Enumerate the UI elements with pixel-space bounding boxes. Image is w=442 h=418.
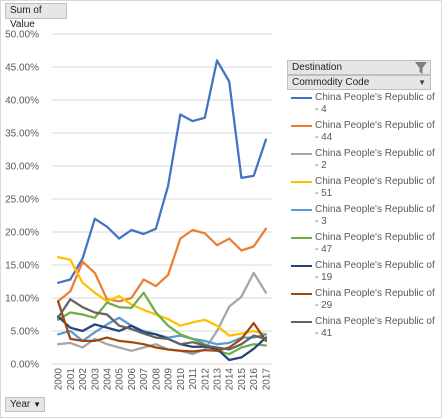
legend-line-swatch bbox=[291, 293, 312, 295]
x-tick-label: 2013 bbox=[213, 368, 224, 391]
legend-item[interactable]: China People's Republic of - 47 bbox=[289, 232, 439, 260]
legend-item-label: China People's Republic of - 19 bbox=[315, 260, 435, 283]
legend-line-swatch bbox=[291, 125, 312, 127]
y-tick-label: 30.00% bbox=[5, 162, 39, 173]
legend-line-swatch bbox=[291, 153, 312, 155]
y-tick-label: 0.00% bbox=[11, 360, 39, 371]
legend-item[interactable]: China People's Republic of - 44 bbox=[289, 120, 439, 148]
x-tick-label: 2005 bbox=[115, 368, 126, 391]
dropdown-arrow-icon[interactable]: ▼ bbox=[33, 400, 41, 409]
x-tick-label: 2004 bbox=[103, 368, 114, 391]
legend-line-swatch bbox=[291, 237, 312, 239]
commodity-code-field-label: Commodity Code bbox=[292, 77, 370, 88]
series-line-6 bbox=[56, 315, 268, 362]
y-tick-label: 25.00% bbox=[5, 195, 39, 206]
legend-item[interactable]: China People's Republic of - 41 bbox=[289, 316, 439, 344]
x-tick-label: 2008 bbox=[151, 368, 162, 391]
destination-field-label: Destination bbox=[292, 62, 343, 73]
x-tick-label: 2014 bbox=[225, 368, 236, 391]
x-tick-label: 2012 bbox=[200, 368, 211, 391]
x-tick-label: 2000 bbox=[54, 368, 65, 391]
value-field-button[interactable]: Sum of Value bbox=[5, 3, 67, 30]
x-tick-label: 2016 bbox=[249, 368, 260, 391]
legend-item-label: China People's Republic of - 4 bbox=[315, 92, 435, 115]
legend-line-swatch bbox=[291, 181, 312, 183]
y-tick-label: 15.00% bbox=[5, 261, 39, 272]
legend-line-swatch bbox=[291, 97, 312, 99]
x-tick-label: 2017 bbox=[261, 368, 272, 391]
dropdown-arrow-icon[interactable]: ▼ bbox=[418, 78, 426, 87]
x-tick-label: 2006 bbox=[127, 368, 138, 391]
legend-item-label: China People's Republic of - 44 bbox=[315, 120, 435, 143]
legend-item-label: China People's Republic of - 47 bbox=[315, 232, 435, 255]
series-line-0 bbox=[56, 59, 268, 284]
legend-item[interactable]: China People's Republic of - 3 bbox=[289, 204, 439, 232]
x-tick-label: 2009 bbox=[164, 368, 175, 391]
legend-item[interactable]: China People's Republic of - 19 bbox=[289, 260, 439, 288]
legend-item-label: China People's Republic of - 29 bbox=[315, 288, 435, 311]
y-tick-label: 35.00% bbox=[5, 129, 39, 140]
legend-item[interactable]: China People's Republic of - 4 bbox=[289, 92, 439, 120]
legend-line-swatch bbox=[291, 265, 312, 267]
x-tick-label: 2007 bbox=[139, 368, 150, 391]
series-line-7 bbox=[56, 300, 268, 353]
series-line-3 bbox=[56, 255, 268, 337]
series-line-5 bbox=[56, 291, 268, 356]
legend-item[interactable]: China People's Republic of - 2 bbox=[289, 148, 439, 176]
series-line-8 bbox=[56, 298, 268, 351]
y-tick-label: 10.00% bbox=[5, 294, 39, 305]
x-tick-label: 2010 bbox=[176, 368, 187, 391]
x-tick-label: 2015 bbox=[237, 368, 248, 391]
y-tick-label: 20.00% bbox=[5, 228, 39, 239]
x-tick-label: 2001 bbox=[66, 368, 77, 391]
chart-legend: China People's Republic of - 4 China Peop… bbox=[289, 92, 439, 344]
legend-item-label: China People's Republic of - 3 bbox=[315, 204, 435, 227]
series-line-1 bbox=[56, 227, 268, 303]
y-tick-label: 5.00% bbox=[11, 327, 39, 338]
x-tick-label: 2011 bbox=[188, 368, 199, 390]
legend-item-label: China People's Republic of - 51 bbox=[315, 176, 435, 199]
legend-line-swatch bbox=[291, 209, 312, 211]
x-tick-label: 2003 bbox=[90, 368, 101, 391]
y-tick-label: 50.00% bbox=[5, 30, 39, 41]
commodity-code-field-button[interactable]: Commodity Code ▼ bbox=[287, 75, 431, 90]
legend-item[interactable]: China People's Republic of - 29 bbox=[289, 288, 439, 316]
year-field-label: Year bbox=[10, 399, 31, 410]
legend-line-swatch bbox=[291, 321, 312, 323]
y-tick-label: 45.00% bbox=[5, 63, 39, 74]
x-tick-label: 2002 bbox=[78, 368, 89, 391]
year-field-button[interactable]: Year ▼ bbox=[5, 397, 45, 412]
y-tick-label: 40.00% bbox=[5, 96, 39, 107]
legend-item[interactable]: China People's Republic of - 51 bbox=[289, 176, 439, 204]
filter-icon[interactable] bbox=[413, 60, 429, 76]
legend-item-label: China People's Republic of - 2 bbox=[315, 148, 435, 171]
destination-field-button[interactable]: Destination bbox=[287, 60, 431, 75]
legend-item-label: China People's Republic of - 41 bbox=[315, 316, 435, 339]
